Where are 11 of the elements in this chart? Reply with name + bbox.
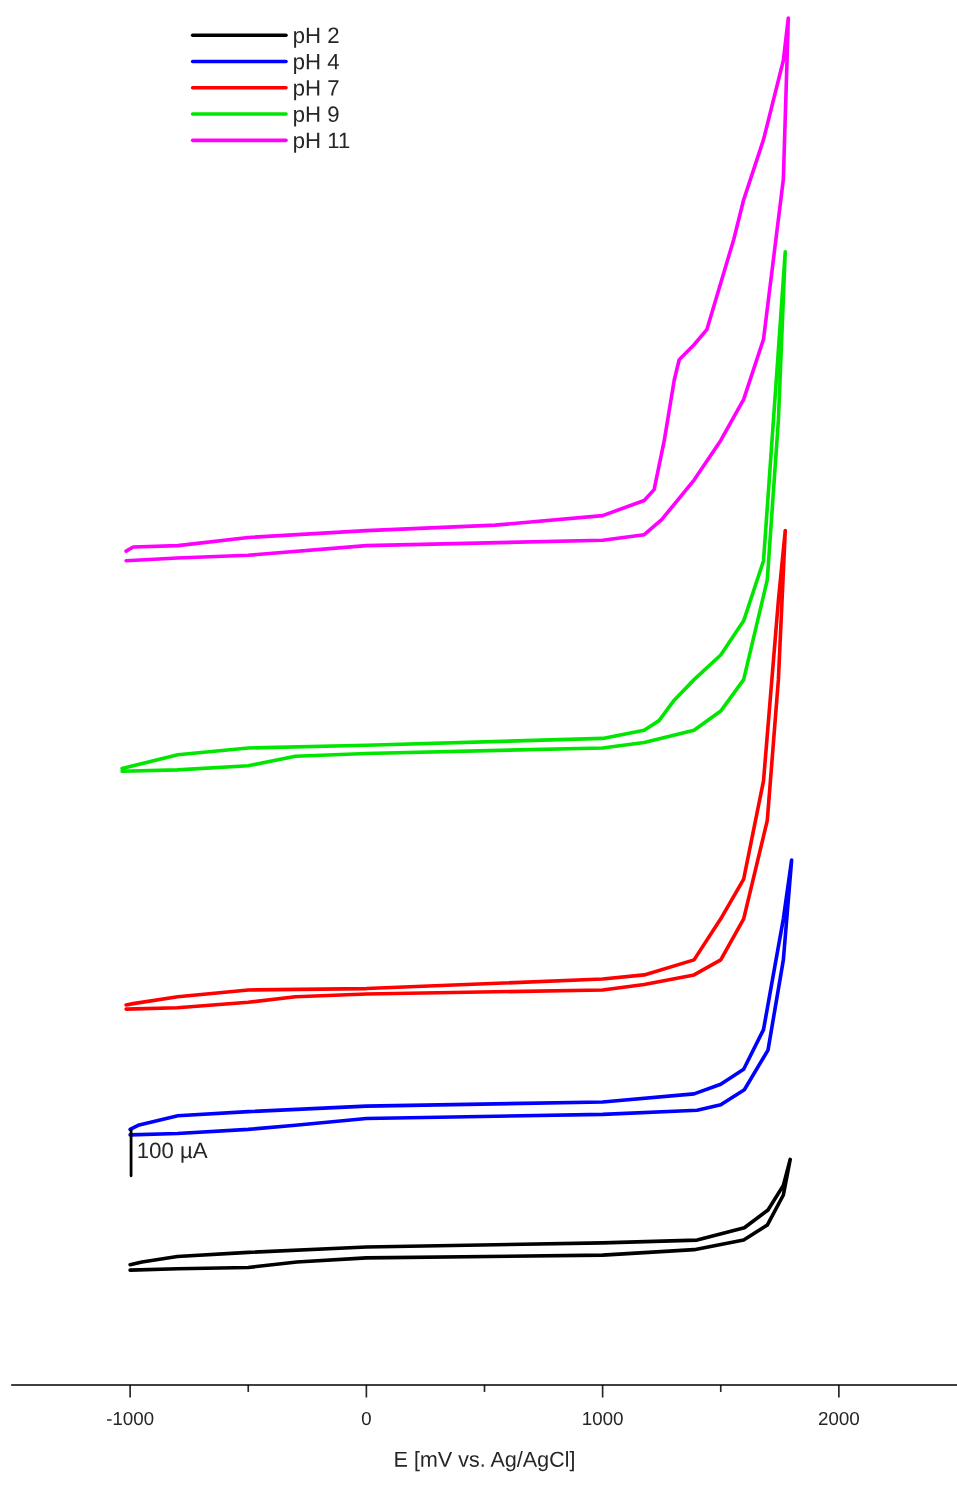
annotation: 100 µA <box>138 1142 208 1163</box>
legend-label: pH 4 <box>294 54 339 74</box>
x-tick-label: 2000 <box>818 1411 859 1426</box>
legend-label: pH 7 <box>294 80 339 101</box>
legend-label: pH 11 <box>294 132 350 153</box>
x-tick-label: 0 <box>361 1411 371 1426</box>
x-tick-label: -1000 <box>106 1411 154 1426</box>
legend-label: pH 9 <box>294 106 339 127</box>
x-axis-title: E [mV vs. Ag/AgCl] <box>395 1451 574 1472</box>
legend-label: pH 2 <box>294 27 339 48</box>
x-tick-label: 1000 <box>583 1411 623 1426</box>
